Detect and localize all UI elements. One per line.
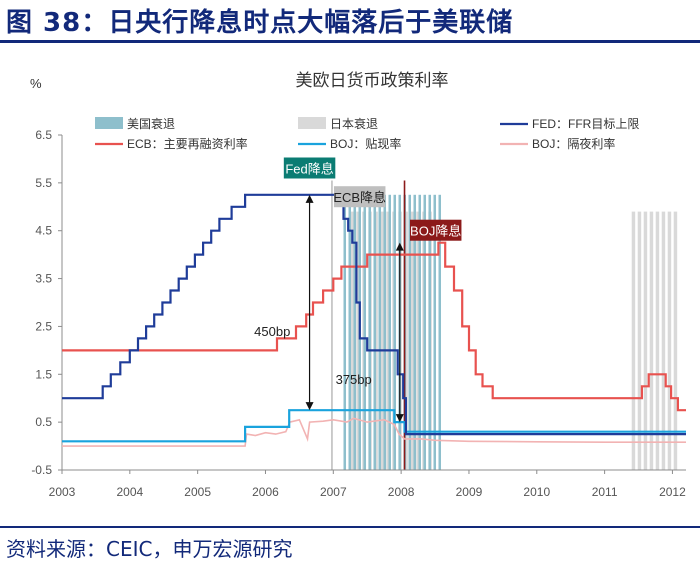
recession-stripe-us_rec-1 <box>423 194 426 471</box>
legend-swatch-us_rec <box>95 117 123 129</box>
recession-stripe-jp_rec-0 <box>404 211 408 470</box>
recession-stripe-us_rec-1 <box>348 194 351 471</box>
recession-stripe-us_rec-1 <box>343 194 346 471</box>
recession-stripe-us_rec-1 <box>383 194 386 471</box>
recession-stripe-jp_rec-0 <box>350 211 354 470</box>
y-unit-label: % <box>30 76 42 91</box>
series-line-fed <box>62 193 686 436</box>
source-note: 资料来源：CEIC，申万宏源研究 <box>6 537 293 561</box>
recession-stripe-jp_rec-2 <box>673 211 678 470</box>
series-lines <box>62 193 686 447</box>
recession-stripe-jp_rec-0 <box>416 211 420 470</box>
recession-stripe-us_rec-1 <box>363 194 366 471</box>
series-line-ecb <box>62 241 686 412</box>
callout-label-ecb_cut: ECB降息 <box>333 190 386 205</box>
legend-label-boj_disc: BOJ：贴现率 <box>330 136 401 151</box>
recession-stripe-us_rec-1 <box>393 194 396 471</box>
recession-stripe-jp_rec-2 <box>637 211 642 470</box>
y-tick-label: 2.5 <box>35 319 52 333</box>
x-tick-label: 2004 <box>116 485 143 499</box>
recession-stripe-us_rec-1 <box>408 194 411 471</box>
y-tick-label: 5.5 <box>35 176 52 190</box>
recession-stripe-us_rec-1 <box>353 194 356 471</box>
recession-stripe-jp_rec-2 <box>667 211 672 470</box>
series-line-boj_call <box>62 417 686 447</box>
x-tick-label: 2005 <box>184 485 211 499</box>
legend-label-fed: FED：FFR目标上限 <box>532 117 639 131</box>
gap-label-gap450: 450bp <box>254 324 290 339</box>
callout-box-boj_cut <box>409 219 462 241</box>
gap-arrow-head-bottom-1 <box>395 414 404 423</box>
gap-label-gap375: 375bp <box>336 372 372 387</box>
legend-label-boj_call: BOJ：隔夜利率 <box>532 136 615 151</box>
callout-box-ecb_cut <box>333 186 386 208</box>
recession-stripe-jp_rec-2 <box>643 211 648 470</box>
gap-arrows <box>305 194 404 423</box>
legend: 美国衰退 日本衰退 FED：FFR目标上限 ECB：主要再融资利率 BOJ：贴现率 BOJ… <box>95 116 639 151</box>
recession-stripe-jp_rec-2 <box>655 211 660 470</box>
recession-stripe-us_rec-1 <box>413 194 416 471</box>
recession-stripe-jp_rec-0 <box>356 211 360 470</box>
recession-stripe-jp_rec-0 <box>380 211 384 470</box>
y-tick-label: 6.5 <box>35 128 52 142</box>
recession-stripe-us_rec-1 <box>433 194 436 471</box>
gap-arrow-head-bottom-0 <box>305 402 314 411</box>
recession-stripe-us_rec-1 <box>368 194 371 471</box>
recession-stripe-jp_rec-0 <box>386 211 390 470</box>
series-line-boj_disc <box>62 409 686 443</box>
recession-stripe-us_rec-1 <box>373 194 376 471</box>
legend-label-ecb: ECB：主要再融资利率 <box>127 136 248 151</box>
recession-stripe-us_rec-1 <box>418 194 421 471</box>
x-tick-label: 2012 <box>659 485 686 499</box>
callout-label-boj_cut: BOJ降息 <box>410 224 461 239</box>
figure-title: 图 38：日央行降息时点大幅落后于美联储 <box>6 8 514 38</box>
gap-arrow-head-top-0 <box>305 194 314 203</box>
y-tick-label: 3.5 <box>35 272 52 286</box>
y-tick-label: 0.5 <box>35 415 52 429</box>
recession-stripe-us_rec-1 <box>388 194 391 471</box>
title-divider <box>0 40 700 43</box>
x-tick-label: 2007 <box>320 485 347 499</box>
recession-stripe-jp_rec-0 <box>374 211 378 470</box>
source-divider <box>0 526 700 528</box>
x-tick-label: 2006 <box>252 485 279 499</box>
x-tick-label: 2009 <box>456 485 483 499</box>
y-tick-label: 1.5 <box>35 367 52 381</box>
y-tick-label: 4.5 <box>35 224 52 238</box>
recession-stripe-jp_rec-2 <box>661 211 666 470</box>
legend-swatch-jp_rec <box>298 117 326 129</box>
recession-stripe-us_rec-1 <box>438 194 441 471</box>
chart-title: 美欧日货币政策利率 <box>296 71 449 90</box>
callout-box-fed_cut <box>283 157 336 179</box>
legend-label-us_rec: 美国衰退 <box>127 116 175 131</box>
legend-label-jp_rec: 日本衰退 <box>330 116 378 131</box>
recession-stripe-us_rec-1 <box>378 194 381 471</box>
x-tick-label: 2011 <box>592 485 618 499</box>
recession-bands <box>343 194 678 471</box>
callout-label-fed_cut: Fed降息 <box>285 162 333 177</box>
recession-stripe-us_rec-1 <box>428 194 431 471</box>
gap-arrow-head-top-1 <box>395 242 404 251</box>
recession-stripe-jp_rec-0 <box>410 211 414 470</box>
axes: -0.5 0.5 1.5 2.5 3.5 4.5 5.5 6.5 2003 2004 2005 200… <box>31 128 686 499</box>
recession-stripe-jp_rec-2 <box>649 211 654 470</box>
x-tick-label: 2010 <box>523 485 550 499</box>
x-tick-label: 2003 <box>49 485 76 499</box>
y-tick-label: -0.5 <box>31 463 52 477</box>
x-tick-label: 2008 <box>388 485 415 499</box>
recession-stripe-jp_rec-2 <box>631 211 636 470</box>
